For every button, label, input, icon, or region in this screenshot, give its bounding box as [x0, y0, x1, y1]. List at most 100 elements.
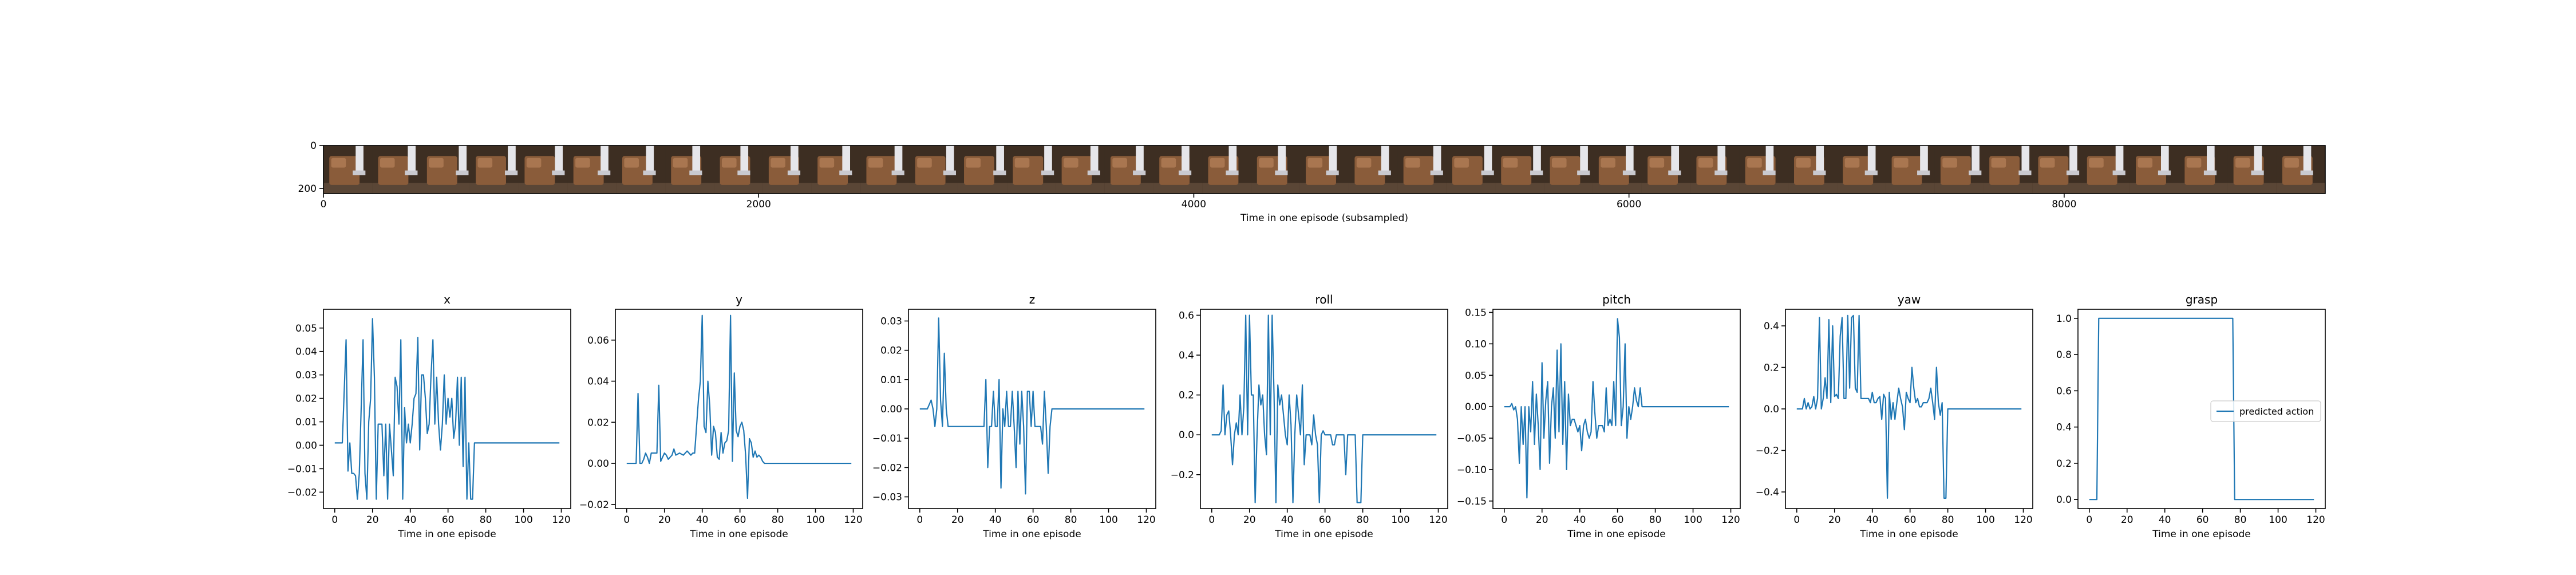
frame-box-highlight: [1503, 157, 1518, 168]
film-frame: [1983, 145, 2033, 194]
plot-frame: [615, 309, 863, 509]
filmstrip-xtick-label: 6000: [1617, 199, 1641, 210]
frame-floor: [1934, 183, 1984, 194]
chart-title: roll: [1315, 293, 1333, 306]
frame-robot-arm: [1717, 145, 1726, 172]
ytick-label: 0.02: [880, 345, 902, 357]
frame-floor: [1690, 183, 1740, 194]
chart-yaw: 0 20 40 60 80 100 120 −0.4 −0.2 0.0 0.2 0.4 yaw Time …: [1756, 293, 2033, 540]
frame-box-highlight: [1601, 157, 1615, 168]
frame-floor: [1544, 183, 1594, 194]
frame-floor: [1641, 183, 1691, 194]
frame-box-highlight: [477, 157, 493, 168]
frame-box-highlight: [673, 157, 688, 168]
xtick-label: 40: [989, 514, 1002, 526]
chart-title: grasp: [2186, 293, 2218, 306]
xtick-label: 20: [951, 514, 964, 526]
frame-box-highlight: [2138, 157, 2153, 168]
xtick-label: 40: [1281, 514, 1294, 526]
frame-robot-arm: [1920, 145, 1928, 172]
ytick-label: −0.01: [287, 463, 317, 475]
frame-robot-arm: [1381, 145, 1389, 172]
frame-floor: [1056, 183, 1105, 194]
xtick-label: 80: [2234, 514, 2247, 526]
frame-robot-arm: [508, 145, 516, 172]
frame-robot-arm: [996, 145, 1004, 172]
legend: predicted action: [2210, 400, 2321, 422]
frame-robot-arm: [1484, 145, 1492, 172]
frame-floor: [1886, 183, 1935, 194]
film-frame: [1251, 145, 1301, 194]
ytick-label: 0.2: [1179, 390, 1194, 401]
ytick-label: 0.05: [1465, 370, 1487, 381]
frame-box-highlight: [1454, 157, 1469, 168]
ytick-label: 0.00: [587, 458, 609, 470]
film-frame: [1837, 145, 1886, 194]
frame-floor: [1788, 183, 1838, 194]
xtick-label: 80: [772, 514, 784, 526]
ytick-label: 0.03: [295, 370, 317, 381]
ytick-label: 0.00: [295, 440, 317, 451]
ytick-label: −0.02: [579, 499, 609, 511]
xtick-label: 40: [1866, 514, 1879, 526]
film-frame: [1299, 145, 1349, 194]
xtick-label: 20: [1828, 514, 1841, 526]
xtick-label: 60: [1319, 514, 1332, 526]
frame-floor: [1593, 183, 1642, 194]
ytick-label: 0.05: [295, 323, 317, 334]
frame-box-highlight: [1894, 157, 1909, 168]
chart-xlabel: Time in one episode: [2152, 529, 2250, 540]
frame-gripper: [1714, 170, 1728, 176]
film-frame: [469, 145, 519, 194]
frame-gripper: [1178, 170, 1192, 176]
xtick-label: 60: [1611, 514, 1624, 526]
frame-gripper: [943, 170, 956, 176]
xtick-label: 60: [1904, 514, 1917, 526]
xtick-label: 120: [844, 514, 862, 526]
frame-box-highlight: [624, 157, 639, 168]
frame-robot-arm: [646, 145, 654, 172]
ytick-label: −0.03: [872, 492, 902, 503]
frame-gripper: [1430, 170, 1443, 176]
frame-box-highlight: [1405, 157, 1420, 168]
frame-robot-arm: [2254, 145, 2262, 172]
series-line-predicted-action: [1504, 318, 1729, 499]
frame-robot-arm: [2115, 145, 2124, 172]
frame-box-highlight: [1796, 157, 1811, 168]
film-frame: [372, 145, 422, 194]
frame-floor: [1983, 183, 2033, 194]
series-line-predicted-action: [919, 317, 1145, 495]
chart-xlabel: Time in one episode: [1274, 529, 1373, 540]
frame-box-highlight: [771, 157, 785, 168]
chart-z: 0 20 40 60 80 100 120 −0.03 −0.02 −0.01 0.00 0.01 0.…: [872, 293, 1156, 540]
frame-floor: [469, 183, 519, 194]
chart-xlabel: Time in one episode: [1859, 529, 1958, 540]
frame-floor: [1397, 183, 1447, 194]
frame-box-highlight: [2284, 157, 2299, 168]
film-frame: [1593, 145, 1642, 194]
frame-floor: [811, 183, 861, 194]
frame-gripper: [1481, 170, 1494, 176]
frame-robot-arm: [1329, 145, 1337, 172]
xtick-label: 100: [1976, 514, 1994, 526]
frame-robot-arm: [1136, 145, 1144, 172]
xtick-label: 80: [1065, 514, 1077, 526]
frame-gripper: [2066, 170, 2080, 176]
frame-box-highlight: [2235, 157, 2250, 168]
chart-xlabel: Time in one episode: [1567, 529, 1665, 540]
plot-frame: [1492, 309, 1741, 509]
xtick-label: 80: [1649, 514, 1662, 526]
frame-box-highlight: [429, 157, 444, 168]
film-frame: [762, 145, 812, 194]
plot-area: [615, 309, 863, 509]
frame-gripper: [689, 170, 702, 176]
ytick-label: −0.2: [1756, 446, 1779, 457]
ytick-label: −0.05: [1457, 433, 1487, 444]
frame-box-highlight: [1210, 157, 1225, 168]
charts-row: 0 20 40 60 80 100 120−0.02−0.010.000.010.020.0…: [287, 293, 2326, 540]
ytick-label: 0.2: [1764, 363, 1779, 374]
frame-robot-arm: [355, 145, 364, 172]
chart-pitch: 0 20 40 60 80 100 120 −0.15 −0.10 −0.05 0.00 0.05 0.…: [1457, 293, 1741, 540]
frame-box-highlight: [1356, 157, 1372, 168]
frame-box-highlight: [868, 157, 883, 168]
